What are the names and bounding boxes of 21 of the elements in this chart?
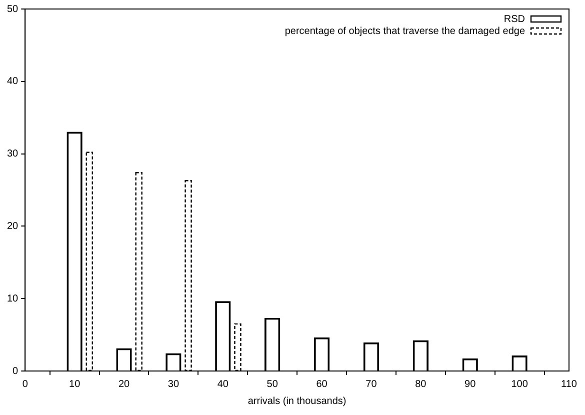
y-tick-label: 50 (7, 4, 19, 15)
legend-label: percentage of objects that traverse the damaged edge (284, 26, 526, 37)
x-tick-label: 70 (366, 378, 378, 390)
x-tick-label: 10 (69, 378, 81, 390)
y-tick-label: 30 (7, 148, 19, 160)
x-tick-label: 80 (415, 378, 427, 390)
legend-label: RSD (504, 14, 526, 25)
x-tick-label: 50 (266, 378, 278, 390)
x-tick-label: 110 (561, 378, 578, 390)
x-tick-label: 30 (168, 378, 180, 390)
x-tick-label: 20 (118, 378, 130, 390)
x-tick-label: 100 (511, 378, 528, 390)
x-tick-label: 40 (217, 378, 229, 390)
x-axis-title: arrivals (in thousands) (248, 396, 346, 407)
x-tick-label: 0 (22, 378, 28, 390)
y-tick-label: 20 (7, 220, 19, 232)
y-tick-label: 10 (7, 293, 19, 304)
y-tick-label: 40 (7, 76, 19, 88)
x-tick-label: 90 (464, 378, 476, 390)
x-tick-label: 60 (316, 378, 328, 390)
y-tick-label: 0 (12, 366, 19, 377)
